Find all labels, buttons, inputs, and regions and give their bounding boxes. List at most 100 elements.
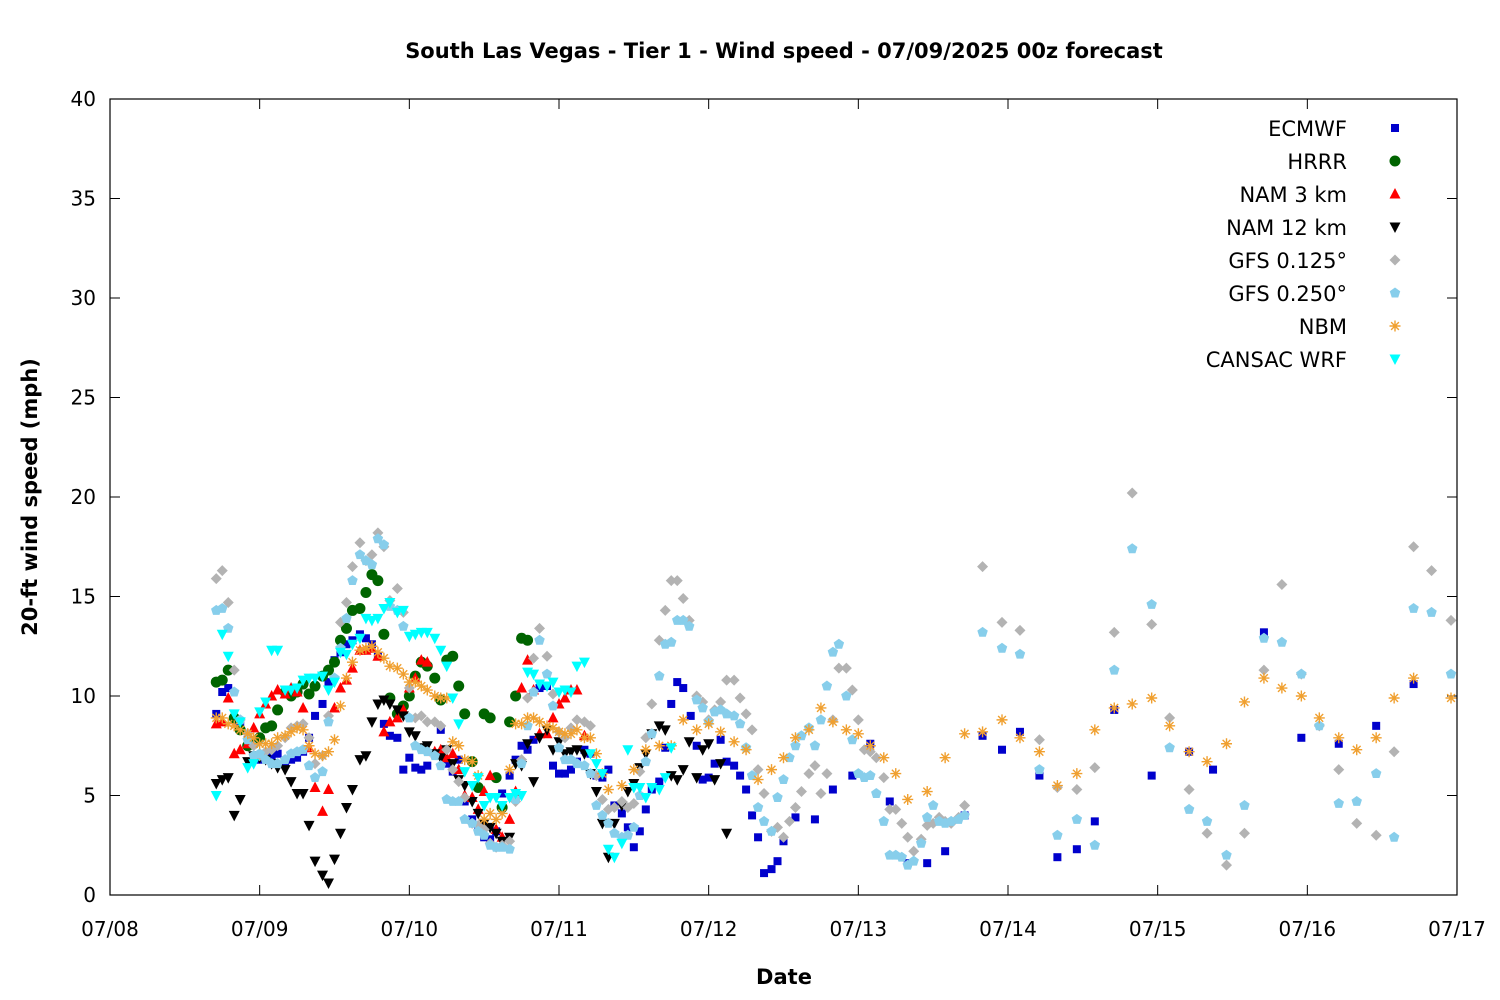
data-point [596, 769, 608, 780]
data-point [429, 633, 441, 645]
data-point [466, 756, 478, 768]
data-point [628, 797, 640, 809]
data-point [505, 771, 514, 780]
data-point [317, 671, 329, 683]
data-point [222, 718, 234, 730]
data-point [317, 805, 329, 816]
data-point [927, 799, 939, 810]
data-point [721, 708, 732, 719]
x-tick-label: 07/17 [1428, 917, 1486, 941]
data-point [959, 809, 970, 820]
data-point [272, 740, 284, 752]
data-point [360, 587, 372, 599]
data-point [571, 661, 583, 673]
data-point [393, 733, 402, 742]
data-point [740, 708, 752, 720]
data-point [273, 749, 282, 758]
data-point [659, 604, 671, 616]
data-point [378, 628, 390, 640]
data-point [1035, 771, 1044, 780]
data-point [941, 847, 950, 856]
data-point [303, 820, 315, 832]
legend-marker [1389, 155, 1401, 167]
data-point [553, 726, 565, 738]
data-point [698, 775, 707, 784]
data-point [1333, 764, 1345, 776]
data-point [803, 724, 815, 736]
data-point [665, 575, 677, 587]
data-point [795, 786, 807, 798]
data-point [1014, 732, 1026, 744]
data-point [522, 634, 534, 646]
data-point [728, 736, 740, 748]
data-point [671, 575, 683, 587]
data-point [297, 701, 309, 713]
data-point [923, 859, 932, 868]
data-point [1445, 692, 1457, 704]
x-tick-label: 07/08 [81, 917, 139, 941]
data-point [409, 676, 421, 688]
data-point [555, 769, 563, 778]
data-point [959, 799, 971, 811]
data-point [415, 710, 427, 722]
data-point [272, 684, 284, 695]
data-point [666, 636, 677, 647]
data-point [1146, 598, 1157, 609]
data-point [216, 565, 228, 577]
data-point [840, 662, 852, 674]
data-point [1183, 746, 1195, 758]
data-point [334, 634, 346, 646]
data-point [222, 664, 234, 676]
data-point [1109, 664, 1120, 675]
data-point [329, 734, 340, 746]
data-point [391, 711, 403, 723]
data-point [767, 865, 776, 874]
data-point [224, 684, 233, 693]
data-point [484, 822, 496, 834]
data-point [279, 730, 291, 742]
data-point [360, 751, 372, 762]
data-point [827, 646, 839, 657]
data-point [1201, 815, 1213, 826]
data-point [1426, 606, 1437, 617]
data-point [366, 640, 378, 652]
data-point [628, 821, 640, 832]
legend-label: HRRR [1287, 150, 1347, 174]
data-point [484, 712, 496, 724]
data-point [354, 602, 366, 614]
data-point [291, 722, 303, 734]
data-point [254, 748, 265, 759]
data-point [841, 690, 852, 701]
legend-marker [1391, 124, 1399, 132]
data-point [447, 736, 459, 748]
data-point [760, 869, 769, 878]
data-point [703, 718, 715, 730]
data-point [522, 654, 534, 665]
data-point [372, 575, 384, 587]
axis-ticks: 07/08 07/09 07/10 07/11 07/12 07/13 07/14 07/15… [71, 87, 1486, 941]
data-point [210, 573, 222, 585]
data-point [1445, 668, 1457, 679]
data-point [453, 680, 465, 692]
data-point [1221, 738, 1233, 750]
data-point [616, 780, 628, 792]
data-point [1164, 742, 1175, 753]
x-tick-label: 07/12 [680, 917, 738, 941]
data-point [870, 752, 882, 764]
data-point [584, 720, 596, 732]
y-tick-label: 15 [71, 585, 96, 609]
data-point [547, 711, 559, 723]
data-point [366, 549, 378, 561]
data-point [323, 716, 334, 727]
data-point [379, 719, 388, 728]
data-point [734, 718, 746, 729]
data-point [1033, 746, 1045, 758]
data-point [604, 765, 613, 774]
data-point [397, 711, 409, 722]
data-point [311, 711, 320, 720]
data-point [691, 724, 703, 736]
data-point [809, 760, 821, 772]
data-point [378, 725, 390, 737]
